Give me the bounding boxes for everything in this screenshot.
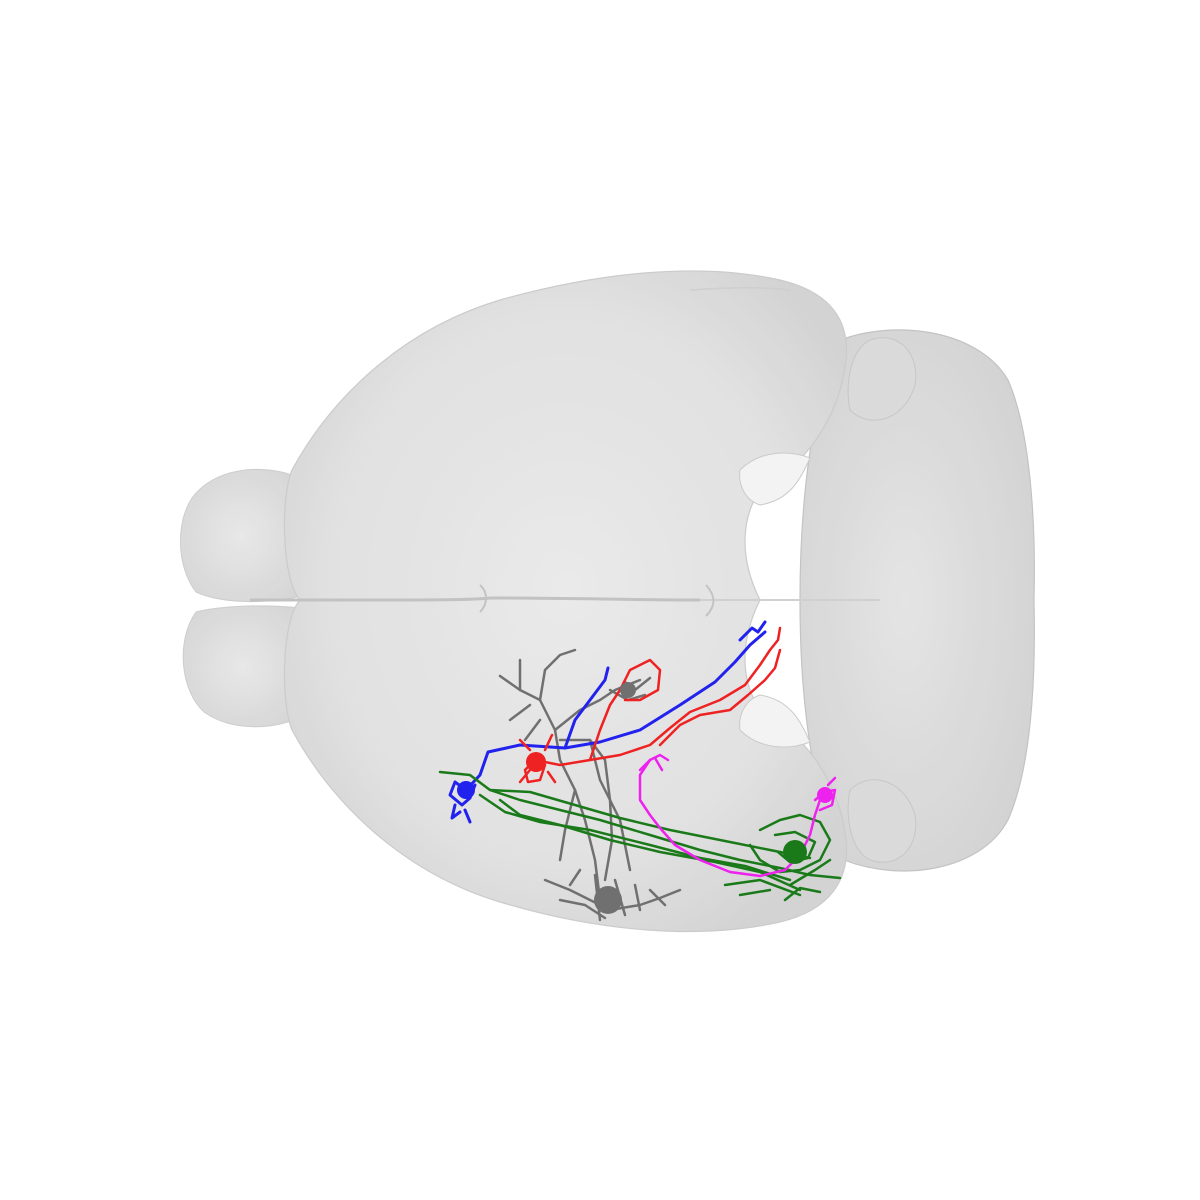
cerebellum xyxy=(799,329,1035,872)
olfactory-bulb-top xyxy=(179,468,303,603)
brain-mesh xyxy=(179,270,1035,933)
neuron-soma-clusters xyxy=(457,682,833,914)
red-neuron xyxy=(518,626,782,784)
magenta-neuron xyxy=(638,753,837,878)
midline-fissure xyxy=(250,596,701,602)
green-neuron xyxy=(438,770,842,902)
olfactory-bulb-bottom xyxy=(182,605,303,728)
midbrain-notch-bottom xyxy=(739,694,811,748)
midbrain-notch-top xyxy=(739,452,811,506)
cerebellum-lobe-top xyxy=(847,337,917,421)
cerebellum-lobe-bottom xyxy=(847,779,917,863)
